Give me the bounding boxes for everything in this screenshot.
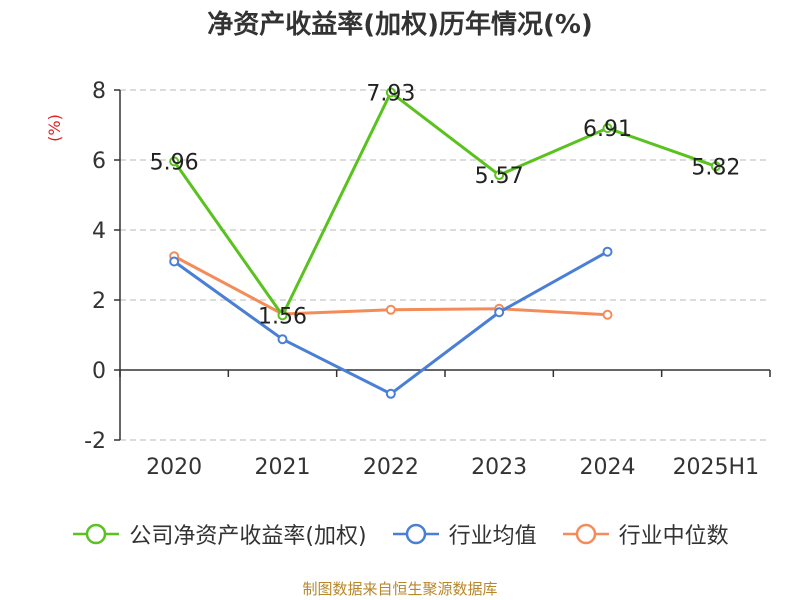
- legend-item[interactable]: 公司净资产收益率(加权): [71, 518, 367, 550]
- chart-title: 净资产收益率(加权)历年情况(%): [207, 10, 593, 40]
- data-point: [602, 123, 613, 134]
- legend-label: 行业中位数: [618, 524, 729, 549]
- data-point: [602, 246, 613, 257]
- data-point: [494, 170, 505, 181]
- y-tick-label: 4: [92, 219, 106, 244]
- legend: 公司净资产收益率(加权) 行业均值 行业中位数: [0, 518, 800, 550]
- x-tick-label: 2022: [363, 455, 419, 480]
- data-point: [385, 304, 396, 315]
- data-label: 6.91: [583, 117, 632, 142]
- legend-item[interactable]: 行业中位数: [561, 518, 729, 550]
- data-point: [277, 334, 288, 345]
- axes: -2 0 2 4 6 8 2020 2021 2022 2023 2024 2025H1: [84, 79, 771, 480]
- series-line: [172, 90, 717, 317]
- y-tick-label: 8: [92, 79, 106, 104]
- series-line: [173, 250, 609, 396]
- data-point: [169, 156, 180, 167]
- data-point: [277, 310, 288, 321]
- x-tick-label: 2025H1: [673, 455, 760, 480]
- data-labels: 5.96 1.56 7.93 5.57 6.91 5.82: [150, 81, 741, 329]
- x-tick-label: 2021: [255, 455, 311, 480]
- data-point: [385, 388, 396, 399]
- y-tick-label: -2: [84, 429, 106, 454]
- data-point: [169, 256, 180, 267]
- data-label: 7.93: [366, 81, 415, 106]
- series: [169, 87, 721, 399]
- data-label: 1.56: [258, 304, 307, 329]
- x-tick-label: 2023: [471, 455, 527, 480]
- data-point: [385, 87, 396, 98]
- legend-item[interactable]: 行业均值: [391, 518, 537, 550]
- y-axis-label: (%): [45, 114, 64, 142]
- legend-label: 行业均值: [448, 524, 537, 549]
- source-note: 制图数据来自恒生聚源数据库: [302, 580, 498, 598]
- grid: [120, 89, 770, 441]
- x-tick-label: 2020: [146, 455, 202, 480]
- y-tick-label: 0: [92, 359, 106, 384]
- data-point: [494, 307, 505, 318]
- legend-label: 公司净资产收益率(加权): [129, 524, 367, 549]
- x-tick-label: 2024: [580, 455, 636, 480]
- data-label: 5.82: [691, 155, 740, 180]
- data-point: [710, 161, 721, 172]
- data-point: [602, 309, 613, 320]
- legend-swatch-icon: [392, 523, 439, 545]
- y-tick-label: 6: [92, 149, 106, 174]
- data-label: 5.57: [475, 164, 524, 189]
- legend-swatch-icon: [73, 523, 120, 545]
- data-label: 5.96: [150, 150, 199, 175]
- legend-swatch-icon: [562, 523, 609, 545]
- y-tick-label: 2: [92, 289, 106, 314]
